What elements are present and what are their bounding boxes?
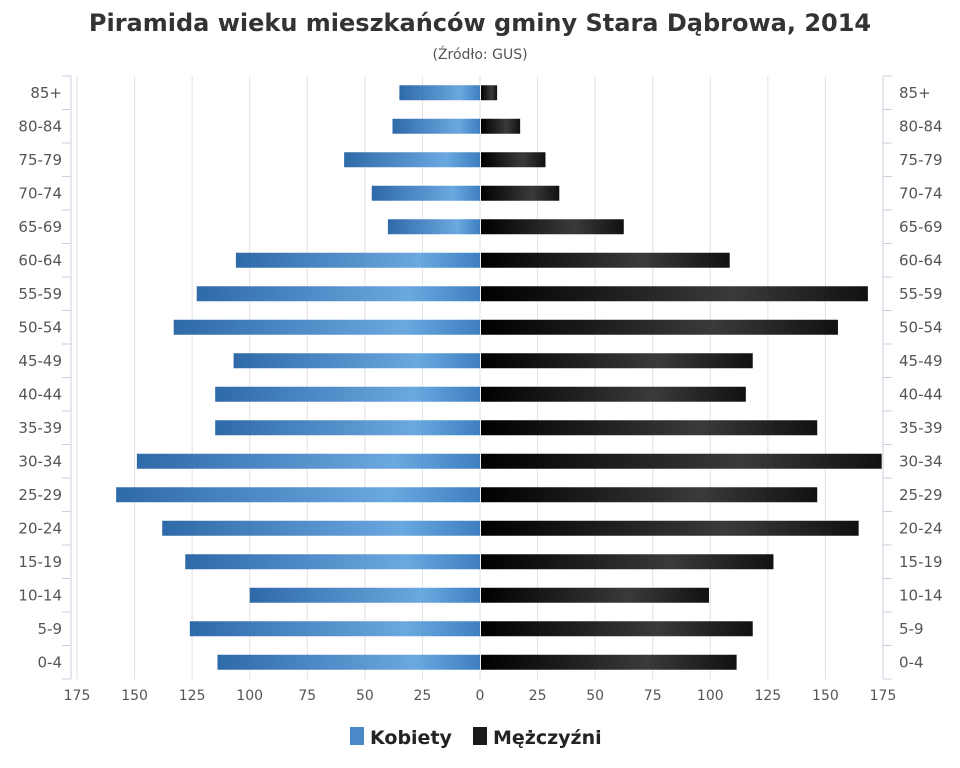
- bar-mezczyzni-70-74: [481, 185, 560, 201]
- bar-mezczyzni-15-19: [481, 554, 774, 570]
- category-label-left: 55-59: [18, 285, 62, 303]
- bar-kobiety-60-64: [235, 252, 480, 268]
- category-label-left: 65-69: [18, 218, 62, 236]
- x-tick-label: 75: [298, 688, 316, 704]
- category-label-right: 65-69: [899, 218, 943, 236]
- x-tick-label: 150: [812, 688, 839, 704]
- gridlines: [62, 75, 892, 680]
- bar-mezczyzni-5-9: [481, 621, 753, 637]
- x-tick-label: 50: [356, 688, 374, 704]
- bar-mezczyzni-75-79: [481, 152, 546, 168]
- category-label-left: 50-54: [18, 318, 62, 336]
- legend-label-kobiety[interactable]: Kobiety: [370, 727, 453, 749]
- category-label-right: 60-64: [899, 251, 943, 269]
- bar-mezczyzni-35-39: [481, 420, 818, 436]
- category-label-right: 50-54: [899, 318, 943, 336]
- category-label-left: 60-64: [18, 251, 62, 269]
- x-tick-label: 100: [697, 688, 724, 704]
- bar-kobiety-30-34: [136, 453, 481, 469]
- bar-kobiety-20-24: [162, 520, 480, 536]
- category-label-right: 55-59: [899, 285, 943, 303]
- x-tick-label: 150: [121, 688, 148, 704]
- x-tick-labels: 175 150 125 100 75 50 25 0 25 50 75 100 125 150 175: [64, 688, 897, 704]
- legend-swatch-kobiety[interactable]: [350, 727, 364, 745]
- category-label-left: 40-44: [18, 385, 62, 403]
- bar-kobiety-15-19: [185, 554, 480, 570]
- category-label-right: 75-79: [899, 151, 943, 169]
- category-label-right: 40-44: [899, 385, 943, 403]
- bar-mezczyzni-85+: [481, 85, 498, 101]
- x-tick-label: 125: [179, 688, 206, 704]
- bar-mezczyzni-60-64: [481, 252, 730, 268]
- category-label-left: 80-84: [18, 117, 62, 135]
- category-label-right: 25-29: [899, 486, 943, 504]
- legend-label-mezczyzni[interactable]: Mężczyźni: [493, 727, 602, 749]
- x-tick-label: 175: [64, 688, 91, 704]
- category-label-left: 30-34: [18, 452, 62, 470]
- category-label-left: 0-4: [38, 653, 63, 671]
- bar-kobiety-70-74: [371, 185, 480, 201]
- category-label-left: 35-39: [18, 419, 62, 437]
- bar-mezczyzni-55-59: [481, 286, 868, 302]
- bar-kobiety-50-54: [173, 319, 480, 335]
- legend-swatch-mezczyzni[interactable]: [473, 727, 487, 745]
- bar-kobiety-25-29: [116, 487, 481, 503]
- category-label-left: 10-14: [18, 586, 62, 604]
- bars: [116, 85, 882, 670]
- category-label-left: 70-74: [18, 184, 62, 202]
- bar-kobiety-85+: [399, 85, 480, 101]
- category-label-right: 35-39: [899, 419, 943, 437]
- bar-kobiety-5-9: [189, 621, 480, 637]
- x-tick-label: 0: [476, 688, 485, 704]
- category-label-left: 85+: [30, 84, 62, 102]
- category-label-left: 15-19: [18, 553, 62, 571]
- category-label-left: 20-24: [18, 519, 62, 537]
- category-label-right: 5-9: [899, 620, 924, 638]
- x-tick-label: 75: [644, 688, 662, 704]
- bar-kobiety-40-44: [215, 386, 480, 402]
- category-label-left: 5-9: [38, 620, 63, 638]
- category-label-right: 15-19: [899, 553, 943, 571]
- category-label-right: 80-84: [899, 117, 943, 135]
- chart-title: Piramida wieku mieszkańców gminy Stara D…: [89, 9, 871, 37]
- bar-mezczyzni-80-84: [481, 118, 521, 134]
- bar-kobiety-80-84: [392, 118, 480, 134]
- category-label-right: 45-49: [899, 352, 943, 370]
- chart-subtitle: (Źródło: GUS): [432, 45, 527, 63]
- category-label-left: 25-29: [18, 486, 62, 504]
- x-tick-label: 25: [414, 688, 432, 704]
- bar-mezczyzni-25-29: [481, 487, 818, 503]
- category-label-right: 20-24: [899, 519, 943, 537]
- category-label-right: 0-4: [899, 653, 924, 671]
- category-label-left: 75-79: [18, 151, 62, 169]
- bar-kobiety-35-39: [215, 420, 480, 436]
- x-tick-label: 125: [754, 688, 781, 704]
- bar-kobiety-45-49: [233, 353, 480, 369]
- bar-kobiety-55-59: [196, 286, 480, 302]
- bar-kobiety-10-14: [249, 587, 480, 603]
- category-label-right: 70-74: [899, 184, 943, 202]
- bar-mezczyzni-65-69: [481, 219, 624, 235]
- category-labels: 85+ 85+ 80-84 80-84 75-79 75-79 70-74 70-74 65-6…: [18, 84, 942, 672]
- bar-mezczyzni-50-54: [481, 319, 838, 335]
- category-label-right: 10-14: [899, 586, 943, 604]
- x-tick-label: 175: [870, 688, 897, 704]
- bar-mezczyzni-20-24: [481, 520, 859, 536]
- bar-mezczyzni-45-49: [481, 353, 753, 369]
- bar-kobiety-75-79: [344, 152, 480, 168]
- x-tick-label: 50: [586, 688, 604, 704]
- bar-mezczyzni-40-44: [481, 386, 746, 402]
- x-tick-label: 25: [529, 688, 547, 704]
- bar-kobiety-0-4: [217, 654, 480, 670]
- bar-mezczyzni-0-4: [481, 654, 737, 670]
- category-label-left: 45-49: [18, 352, 62, 370]
- category-label-right: 85+: [899, 84, 931, 102]
- bar-kobiety-65-69: [387, 219, 480, 235]
- x-tick-label: 100: [236, 688, 263, 704]
- legend: Kobiety Mężczyźni: [350, 727, 602, 749]
- bar-mezczyzni-30-34: [481, 453, 882, 469]
- category-label-right: 30-34: [899, 452, 943, 470]
- bar-mezczyzni-10-14: [481, 587, 709, 603]
